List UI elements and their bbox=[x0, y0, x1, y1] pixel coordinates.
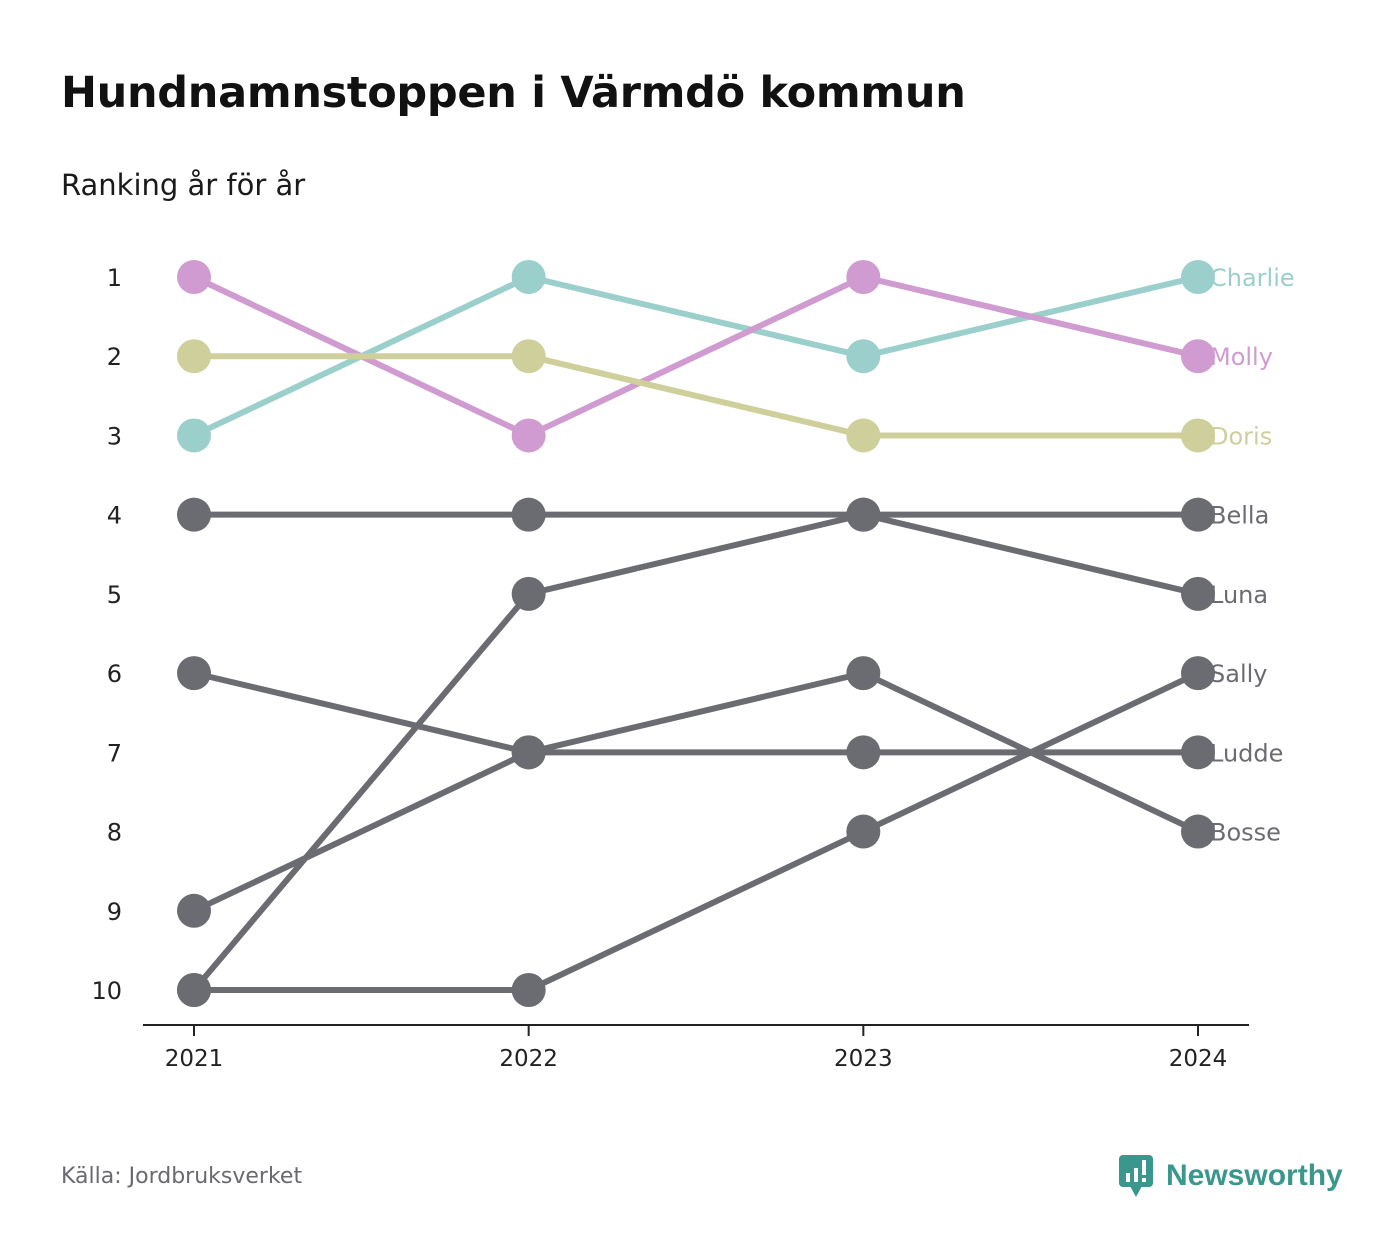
data-point-bosse-2022 bbox=[511, 735, 546, 770]
y-tick-label-4: 4 bbox=[107, 502, 122, 530]
data-point-bosse-2024 bbox=[1181, 814, 1215, 849]
x-tick-label-2021: 2021 bbox=[165, 1046, 224, 1072]
data-point-molly-2021 bbox=[177, 260, 211, 294]
series-line-doris bbox=[191, 353, 1201, 439]
series-end-label-bosse: Bosse bbox=[1210, 819, 1281, 847]
x-tick-label-2024: 2024 bbox=[1169, 1046, 1228, 1072]
data-point-luna-2022 bbox=[511, 576, 546, 611]
source-note: Källa: Jordbruksverket bbox=[61, 1164, 303, 1189]
y-tick-label-5: 5 bbox=[107, 581, 122, 609]
data-point-bella-2024 bbox=[1181, 497, 1215, 532]
x-tick-label-2023: 2023 bbox=[834, 1046, 893, 1072]
data-point-luna-2024 bbox=[1181, 576, 1215, 611]
data-point-molly-2023 bbox=[846, 260, 881, 294]
bump-chart: 2021 2022 2023 2024 1 2 3 4 5 6 7 8 9 10 Charlie Molly D… bbox=[91, 260, 1295, 1072]
data-point-ludde-2024 bbox=[1181, 735, 1215, 770]
data-point-sally-2023 bbox=[846, 814, 881, 849]
data-point-molly-2024 bbox=[1181, 339, 1215, 374]
y-tick-label-9: 9 bbox=[107, 898, 122, 926]
series-end-label-doris: Doris bbox=[1210, 422, 1272, 450]
series-end-label-luna: Luna bbox=[1210, 581, 1268, 609]
data-point-charlie-2022 bbox=[511, 260, 546, 294]
y-tick-label-3: 3 bbox=[107, 422, 122, 450]
series-end-label-molly: Molly bbox=[1210, 343, 1273, 371]
series-doris bbox=[177, 339, 1215, 453]
series-end-label-bella: Bella bbox=[1210, 502, 1269, 530]
chart-subtitle: Ranking år för år bbox=[61, 168, 306, 202]
data-point-ludde-2021 bbox=[177, 656, 211, 691]
series-bella bbox=[177, 497, 1215, 532]
y-tick-label-7: 7 bbox=[107, 739, 122, 767]
data-point-doris-2022 bbox=[511, 339, 546, 374]
data-point-charlie-2024 bbox=[1181, 260, 1215, 294]
brand-name: Newsworthy bbox=[1166, 1159, 1343, 1192]
chart-title: Hundnamnstoppen i Värmdö kommun bbox=[61, 68, 966, 118]
series-end-label-ludde: Ludde bbox=[1210, 739, 1283, 767]
data-point-bella-2022 bbox=[511, 497, 546, 532]
y-tick-label-10: 10 bbox=[91, 977, 122, 1005]
speech-bubble-bar-chart-icon bbox=[1119, 1155, 1153, 1197]
y-tick-label-8: 8 bbox=[107, 819, 122, 847]
data-point-bosse-2023 bbox=[846, 656, 881, 691]
data-point-sally-2022 bbox=[511, 973, 546, 1007]
data-point-charlie-2021 bbox=[177, 418, 211, 453]
data-point-sally-2024 bbox=[1181, 656, 1215, 691]
series-end-label-charlie: Charlie bbox=[1210, 264, 1295, 292]
data-point-luna-2023 bbox=[846, 497, 881, 532]
data-point-bella-2021 bbox=[177, 497, 211, 532]
x-tick-label-2022: 2022 bbox=[499, 1046, 558, 1072]
y-tick-label-2: 2 bbox=[107, 343, 122, 371]
data-point-sally-2021 bbox=[177, 973, 211, 1007]
brand-logo[interactable]: Newsworthy bbox=[1118, 1154, 1343, 1198]
data-point-doris-2021 bbox=[177, 339, 211, 374]
series-line-luna bbox=[191, 511, 1201, 993]
data-point-ludde-2023 bbox=[846, 735, 881, 770]
y-tick-label-6: 6 bbox=[107, 660, 122, 688]
data-point-doris-2023 bbox=[846, 418, 881, 453]
series-bosse bbox=[177, 656, 1215, 928]
data-point-molly-2022 bbox=[511, 418, 546, 453]
series-line-bosse bbox=[191, 670, 1201, 914]
data-point-doris-2024 bbox=[1181, 418, 1215, 453]
data-point-bosse-2021 bbox=[177, 893, 211, 928]
series-end-label-sally: Sally bbox=[1210, 660, 1267, 688]
data-point-charlie-2023 bbox=[846, 339, 881, 374]
y-tick-label-1: 1 bbox=[107, 264, 122, 292]
series-line-sally bbox=[191, 670, 1201, 993]
